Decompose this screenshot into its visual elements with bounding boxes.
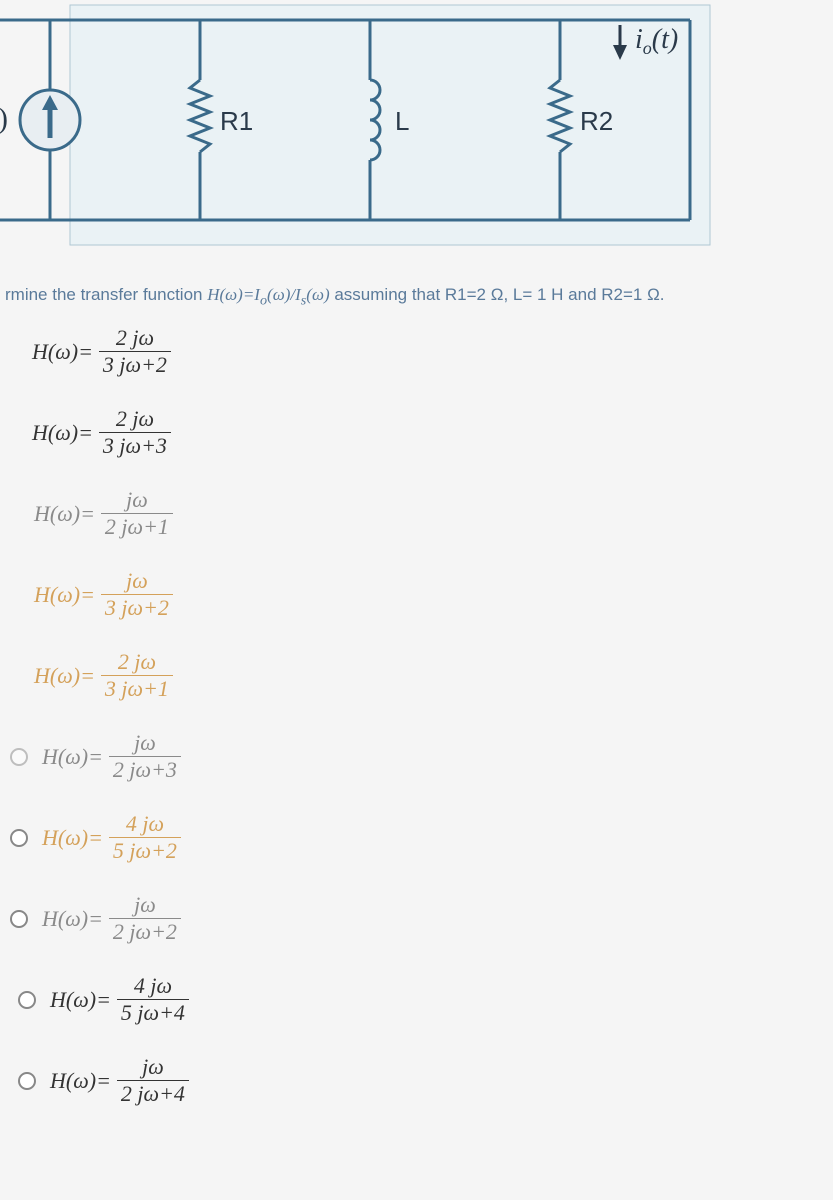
denominator: 3 jω+2 (99, 351, 171, 378)
question-func: H(ω)=Io(ω)/Is(ω) (207, 285, 329, 304)
formula: H(ω)=jω2 jω+2 (42, 892, 181, 945)
fraction: jω2 jω+2 (109, 892, 181, 945)
radio-button[interactable] (10, 829, 28, 847)
option-row-3[interactable]: H(ω)=jω3 jω+2 (0, 568, 833, 621)
formula-lhs: H(ω)= (42, 744, 103, 770)
fraction: jω2 jω+1 (101, 487, 173, 540)
fraction: jω2 jω+3 (109, 730, 181, 783)
fraction: jω2 jω+4 (117, 1054, 189, 1107)
formula: H(ω)=jω2 jω+1 (34, 487, 173, 540)
formula: H(ω)=2 jω3 jω+2 (32, 325, 171, 378)
fraction: 2 jω3 jω+3 (99, 406, 171, 459)
denominator: 2 jω+3 (109, 756, 181, 783)
circuit-svg: ) R1 L R2 io(t) (0, 0, 833, 260)
option-row-5[interactable]: H(ω)=jω2 jω+3 (0, 730, 833, 783)
option-row-4[interactable]: H(ω)=2 jω3 jω+1 (0, 649, 833, 702)
numerator: jω (138, 1054, 168, 1080)
numerator: 4 jω (130, 973, 176, 999)
circuit-diagram: ) R1 L R2 io(t) (0, 0, 833, 260)
formula-lhs: H(ω)= (42, 906, 103, 932)
formula-lhs: H(ω)= (34, 582, 95, 608)
numerator: 2 jω (112, 325, 158, 351)
option-row-8[interactable]: H(ω)=4 jω5 jω+4 (0, 973, 833, 1026)
options-list: H(ω)=2 jω3 jω+2H(ω)=2 jω3 jω+3H(ω)=jω2 j… (0, 325, 833, 1135)
label-r1: R1 (220, 106, 253, 136)
radio-button[interactable] (10, 910, 28, 928)
numerator: jω (122, 568, 152, 594)
fraction: 2 jω3 jω+1 (101, 649, 173, 702)
question-suffix: assuming that R1=2 Ω, L= 1 H and R2=1 Ω. (334, 285, 664, 304)
radio-button[interactable] (18, 991, 36, 1009)
fraction: 4 jω5 jω+2 (109, 811, 181, 864)
option-row-9[interactable]: H(ω)=jω2 jω+4 (0, 1054, 833, 1107)
numerator: 2 jω (114, 649, 160, 675)
label-r2: R2 (580, 106, 613, 136)
formula: H(ω)=4 jω5 jω+4 (50, 973, 189, 1026)
numerator: jω (122, 487, 152, 513)
option-row-1[interactable]: H(ω)=2 jω3 jω+3 (0, 406, 833, 459)
formula-lhs: H(ω)= (34, 501, 95, 527)
denominator: 3 jω+3 (99, 432, 171, 459)
denominator: 2 jω+1 (101, 513, 173, 540)
formula: H(ω)=jω3 jω+2 (34, 568, 173, 621)
formula-lhs: H(ω)= (42, 825, 103, 851)
numerator: 4 jω (122, 811, 168, 837)
denominator: 3 jω+2 (101, 594, 173, 621)
radio-button[interactable] (18, 1072, 36, 1090)
question-prefix: rmine the transfer function (5, 285, 207, 304)
label-io: io(t) (635, 24, 678, 58)
numerator: jω (130, 730, 160, 756)
option-row-0[interactable]: H(ω)=2 jω3 jω+2 (0, 325, 833, 378)
formula: H(ω)=jω2 jω+4 (50, 1054, 189, 1107)
radio-button[interactable] (10, 748, 28, 766)
formula-lhs: H(ω)= (34, 663, 95, 689)
formula: H(ω)=2 jω3 jω+3 (32, 406, 171, 459)
option-row-7[interactable]: H(ω)=jω2 jω+2 (0, 892, 833, 945)
fraction: 2 jω3 jω+2 (99, 325, 171, 378)
denominator: 3 jω+1 (101, 675, 173, 702)
formula: H(ω)=4 jω5 jω+2 (42, 811, 181, 864)
denominator: 5 jω+4 (117, 999, 189, 1026)
numerator: 2 jω (112, 406, 158, 432)
fraction: 4 jω5 jω+4 (117, 973, 189, 1026)
option-row-6[interactable]: H(ω)=4 jω5 jω+2 (0, 811, 833, 864)
question-text: rmine the transfer function H(ω)=Io(ω)/I… (0, 285, 833, 309)
denominator: 5 jω+2 (109, 837, 181, 864)
fraction: jω3 jω+2 (101, 568, 173, 621)
formula-lhs: H(ω)= (50, 987, 111, 1013)
formula: H(ω)=jω2 jω+3 (42, 730, 181, 783)
formula: H(ω)=2 jω3 jω+1 (34, 649, 173, 702)
label-l: L (395, 106, 409, 136)
option-row-2[interactable]: H(ω)=jω2 jω+1 (0, 487, 833, 540)
formula-lhs: H(ω)= (50, 1068, 111, 1094)
svg-text:): ) (0, 102, 8, 135)
denominator: 2 jω+4 (117, 1080, 189, 1107)
numerator: jω (130, 892, 160, 918)
formula-lhs: H(ω)= (32, 339, 93, 365)
denominator: 2 jω+2 (109, 918, 181, 945)
formula-lhs: H(ω)= (32, 420, 93, 446)
